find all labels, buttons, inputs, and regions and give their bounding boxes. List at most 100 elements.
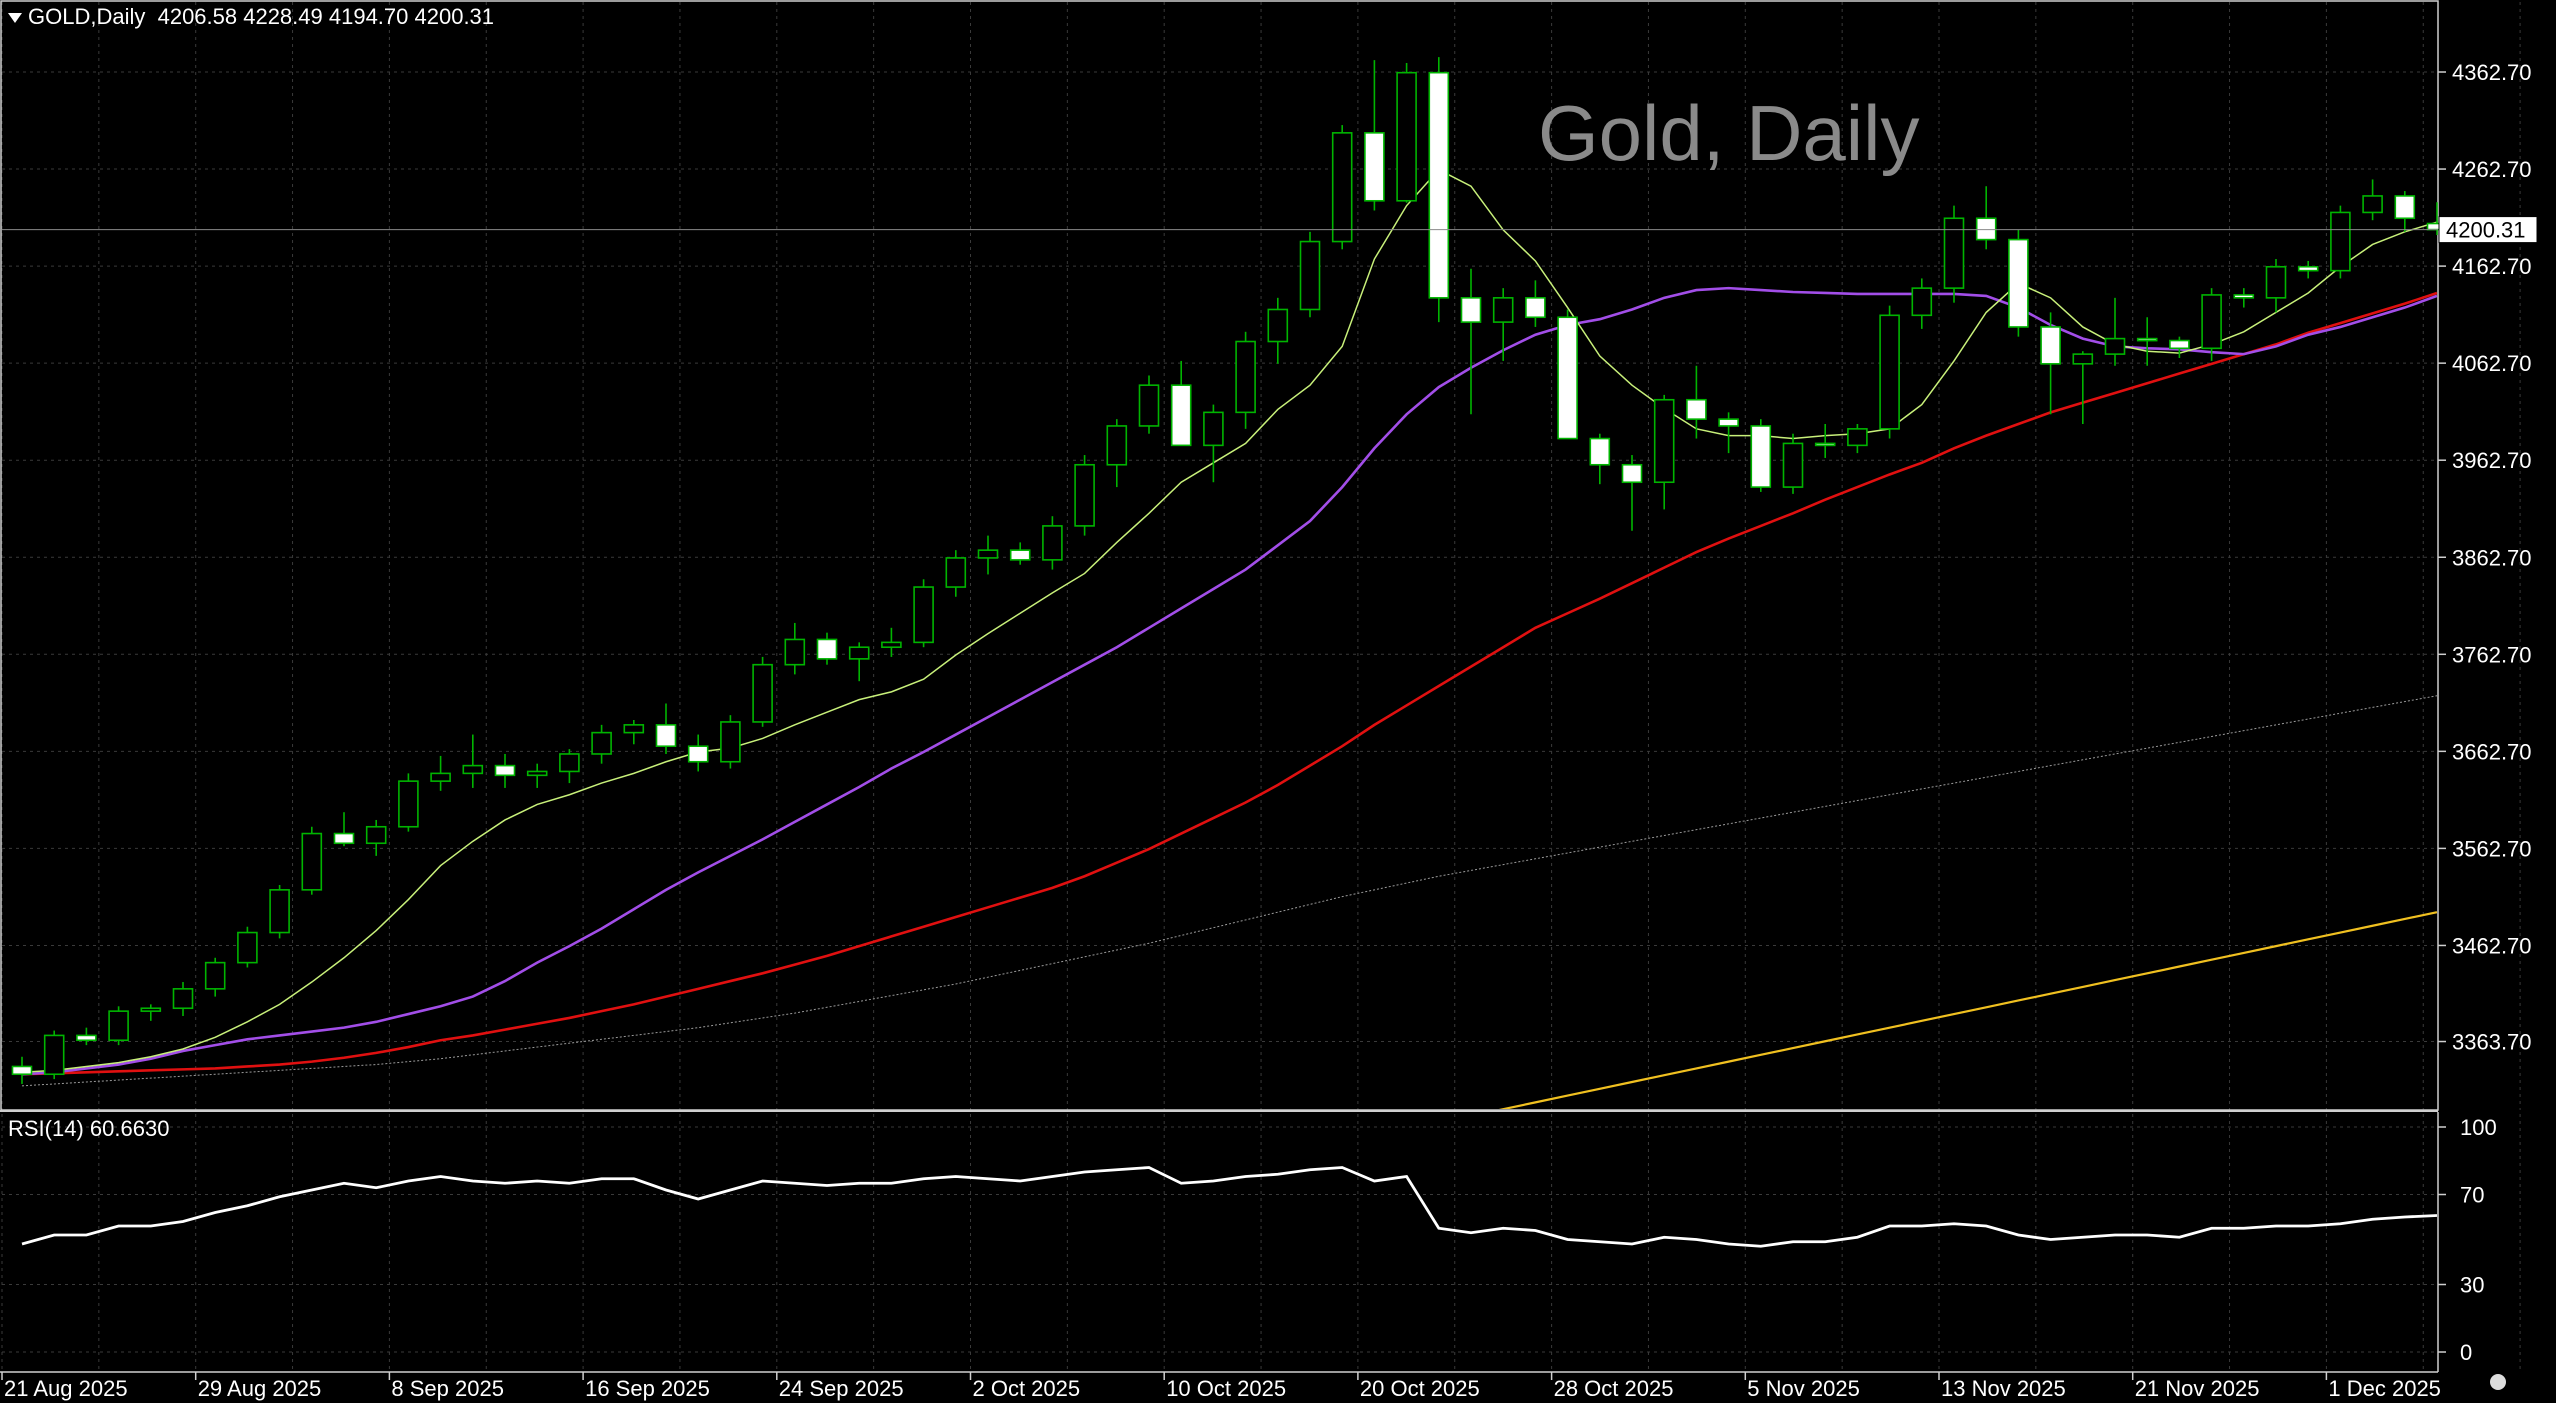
candle [1911,278,1933,329]
candle [2040,312,2061,415]
candle [977,535,999,575]
moving-averages [21,168,2438,1109]
ma-200-line [1498,911,2438,1109]
rsi-indicator [21,1166,2438,1248]
candle [1750,419,1772,492]
current-price-marker: 4200.31 [2,216,2538,244]
candle [2169,336,2190,359]
candle [301,826,323,895]
bull-candle-body [1943,217,1965,289]
bear-candle-body [816,638,838,660]
bear-candle-body [1975,217,1997,241]
bull-candle-body [1267,308,1289,343]
price-tick-label: 3962.70 [2452,448,2532,473]
candle [76,1027,97,1046]
bear-candle-body [1750,425,1772,488]
price-tick-label: 4062.70 [2452,351,2532,376]
bull-candle-body [2330,211,2351,272]
bear-candle-body [1686,398,1707,420]
ma-medium-line [21,286,2438,1076]
bear-candle-body [1525,297,1546,319]
price-panel-frame [0,0,2439,1111]
rsi-line [21,1166,2438,1248]
bull-candle-body [43,1034,65,1076]
bear-candle-body [1557,316,1578,440]
candle [623,720,645,745]
candle [1847,424,1868,454]
bear-candle-body [2169,339,2190,350]
bull-candle-body [1782,442,1804,488]
bull-candle-body [172,988,194,1010]
candle [398,773,419,832]
time-tick-label: 29 Aug 2025 [198,1376,322,1401]
candle [591,724,612,764]
rsi-tick-label: 100 [2460,1115,2497,1140]
candle [1525,280,1546,327]
candle [559,749,580,784]
symbol-label: GOLD,Daily [28,4,146,29]
bull-candle-body [623,724,645,734]
bull-candle-body [848,646,870,660]
bear-candle-body [1170,384,1192,447]
bull-candle-body [1911,287,1933,317]
ma-fast-line [21,168,2438,1074]
bull-candle-body [2072,353,2094,365]
time-tick-label: 28 Oct 2025 [1554,1376,1674,1401]
candle [1299,231,1321,318]
candle [1943,205,1965,303]
bear-candle-body [76,1034,97,1042]
time-tick-label: 24 Sep 2025 [779,1376,904,1401]
candle [333,812,355,847]
chart-header[interactable]: GOLD,Daily 4206.58 4228.49 4194.70 4200.… [8,4,494,30]
current-price-label: 4200.31 [2446,218,2526,243]
ma-100-line [21,695,2438,1087]
bull-candle-body [430,772,451,782]
candle [1589,433,1611,485]
bull-candle-body [2104,337,2126,355]
candles [11,57,2448,1084]
bear-candle-body [333,832,355,845]
collapse-triangle-icon[interactable] [8,13,22,24]
candle [1492,288,1514,361]
bull-candle-body [2265,265,2287,299]
price-tick-label: 3363.70 [2452,1030,2532,1055]
bull-candle-body [977,549,999,559]
bull-candle-body [752,663,773,723]
bull-candle-body [559,753,580,773]
bull-candle-body [1331,132,1353,243]
bull-candle-body [945,557,967,588]
bear-candle-body [11,1065,33,1076]
candle [1879,305,1900,439]
broker-logo-icon [2490,1374,2506,1390]
candle [2104,297,2126,366]
bear-candle-body [1589,437,1611,466]
candle [1653,394,1675,510]
candle [2394,191,2416,232]
bull-candle-body [204,961,226,990]
candle [526,763,548,788]
bear-candle-body [687,745,709,763]
candle [140,1004,162,1021]
bear-candle-body [1428,71,1450,299]
bear-candle-body [1460,297,1482,323]
price-axis: 4362.70 4262.70 4162.70 4062.70 3962.70 3862.… [2438,60,2532,1365]
candle [2297,260,2319,279]
candle [1138,375,1160,434]
candle [108,1006,129,1046]
candle [462,734,484,788]
candle [1364,60,1385,211]
candle [655,703,677,754]
bear-candle-body [1814,442,1836,447]
candle [1718,412,1739,454]
candle [1396,62,1417,203]
price-tick-label: 3662.70 [2452,739,2532,764]
candle [43,1030,65,1080]
bull-candle-body [1653,398,1675,484]
rsi-tick-label: 70 [2460,1183,2484,1208]
candle [237,926,258,968]
candle [11,1056,33,1084]
candle [881,627,902,657]
time-tick-label: 21 Nov 2025 [2135,1376,2260,1401]
bull-candle-body [140,1007,162,1012]
